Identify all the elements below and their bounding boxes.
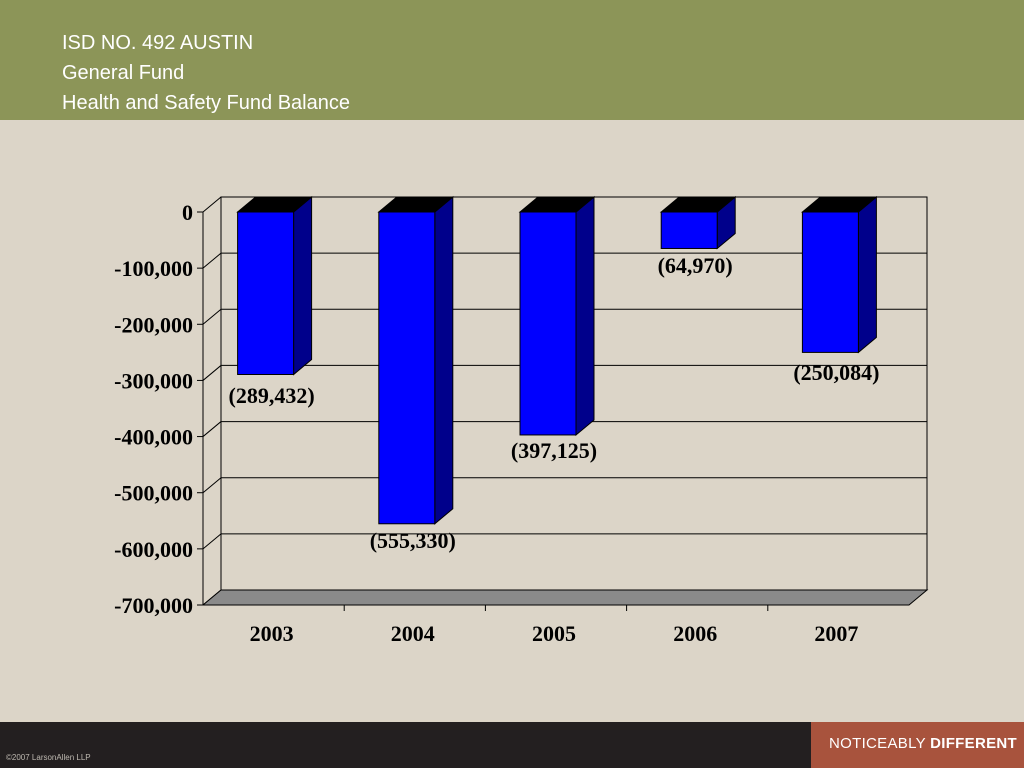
title-line-3: Health and Safety Fund Balance xyxy=(62,92,350,114)
y-tick-label: -300,000 xyxy=(114,368,193,393)
floor-surface xyxy=(201,589,929,606)
title-line-2: General Fund xyxy=(62,62,185,84)
gridline-side xyxy=(202,533,222,550)
gridline-side xyxy=(202,196,222,213)
bar-side xyxy=(857,195,877,354)
x-tick-label: 2005 xyxy=(532,621,576,646)
data-label: (289,432) xyxy=(229,383,315,408)
gridline-side xyxy=(202,477,222,494)
title-line-1: ISD NO. 492 AUSTIN xyxy=(62,32,254,54)
bar-side xyxy=(575,195,595,437)
y-tick-label: -700,000 xyxy=(114,593,193,618)
y-tick-label: -500,000 xyxy=(114,481,193,506)
y-tick-labels: 0 -100,000 -200,000 -300,000 -400,000 -500,00… xyxy=(114,200,193,618)
gridline-side xyxy=(202,421,222,437)
tagline-box: NOTICEABLY DIFFERENT xyxy=(811,722,1024,768)
bar-side xyxy=(293,195,313,376)
x-tick-label: 2004 xyxy=(391,621,435,646)
bars xyxy=(236,195,878,525)
bar-2007 xyxy=(801,195,878,354)
gridline-side xyxy=(202,252,222,269)
bar-2006 xyxy=(659,195,737,250)
bar-2003 xyxy=(236,195,313,376)
bar-front xyxy=(237,211,295,375)
copyright-text: ©2007 LarsonAllen LLP xyxy=(6,753,91,762)
tagline-bold: DIFFERENT xyxy=(930,735,1017,752)
bar-2004 xyxy=(377,195,455,525)
data-label: (64,970) xyxy=(658,253,733,278)
tagline-regular: NOTICEABLY xyxy=(829,735,931,752)
data-labels: (289,432) (555,330) (397,125) (64,970) (250,… xyxy=(229,253,880,553)
bar-2005 xyxy=(518,195,596,437)
x-tick-labels: 2003 2004 2005 2006 2007 xyxy=(250,605,858,646)
y-tick-label: -600,000 xyxy=(114,537,193,562)
x-tick-label: 2007 xyxy=(814,621,858,646)
x-tick-label: 2003 xyxy=(250,621,294,646)
tagline: NOTICEABLY DIFFERENT xyxy=(829,735,1017,752)
gridline-side xyxy=(202,308,222,325)
footer-bar: ©2007 LarsonAllen LLP NOTICEABLY DIFFERE… xyxy=(0,722,1024,768)
data-label: (397,125) xyxy=(511,438,597,463)
x-tick-label: 2006 xyxy=(673,621,717,646)
bar-side xyxy=(434,195,454,525)
title-banner: ISD NO. 492 AUSTIN General Fund Health a… xyxy=(0,0,1024,120)
y-tick-label: -200,000 xyxy=(114,312,193,337)
bar-front xyxy=(519,211,577,436)
y-axis xyxy=(197,211,204,606)
data-label: (250,084) xyxy=(793,360,879,385)
y-tick-label: -100,000 xyxy=(114,256,193,281)
bar-front xyxy=(660,211,718,249)
data-label: (555,330) xyxy=(370,528,456,553)
gridline-side xyxy=(202,365,222,381)
y-tick-label: 0 xyxy=(182,200,193,225)
bar-front xyxy=(801,211,859,353)
y-tick-label: -400,000 xyxy=(114,425,193,450)
plot-floor xyxy=(201,589,929,606)
bar-front xyxy=(378,211,436,525)
